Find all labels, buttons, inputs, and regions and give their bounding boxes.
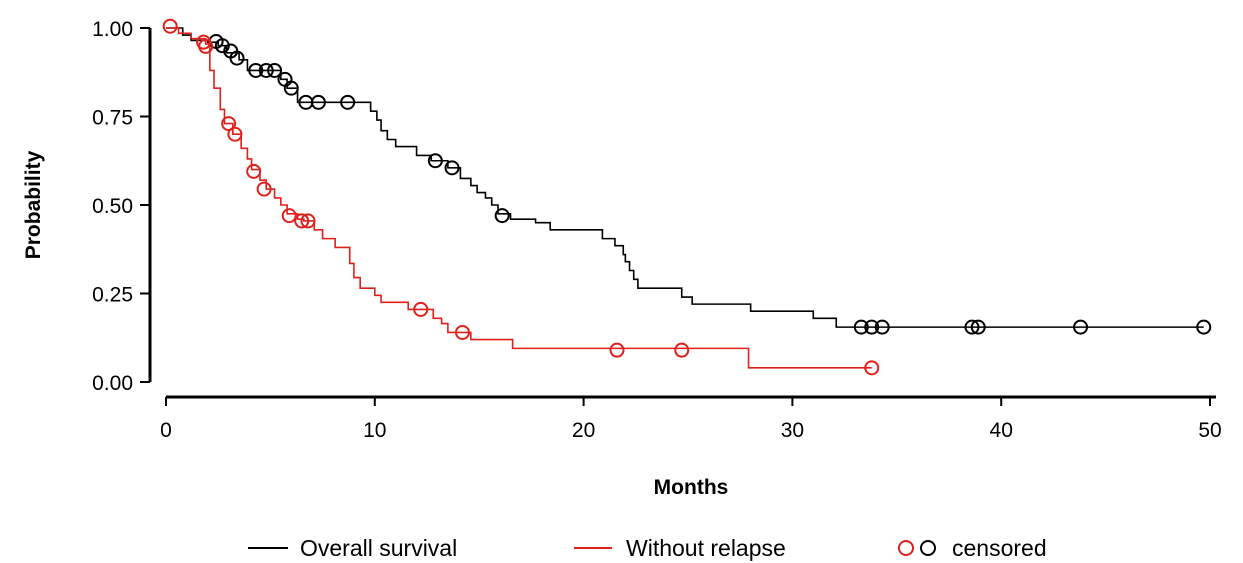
y-tick-label: 0.75 (92, 107, 133, 130)
axes: Months Probability (22, 28, 1216, 499)
censored-marker-without-relapse (864, 360, 880, 376)
x-axis-title: Months (654, 476, 729, 499)
y-tick-label: 0.00 (92, 372, 133, 395)
y-tick-label: 1.00 (92, 18, 133, 41)
censored-marker-overall-survival (248, 62, 264, 78)
legend-censored-marker-red (898, 540, 914, 556)
series-line-overall-survival (166, 27, 1204, 328)
censored-marker-overall-survival (283, 80, 299, 96)
x-tick-label: 10 (363, 419, 386, 442)
censored-marker-without-relapse (413, 301, 429, 317)
censored-marker-overall-survival (1073, 319, 1089, 335)
censored-marker-without-relapse (294, 213, 310, 229)
curves (166, 27, 1204, 369)
censored-marker-overall-survival (267, 62, 283, 78)
series-line-without-relapse (166, 27, 872, 369)
censored-marker-overall-survival (494, 208, 510, 224)
censored-marker-overall-survival (874, 319, 890, 335)
censored-marker-without-relapse (227, 126, 243, 142)
censored-marker-overall-survival (427, 153, 443, 169)
censored-marker-overall-survival (340, 94, 356, 110)
censored-marker-overall-survival (964, 319, 980, 335)
censored-marker-overall-survival (258, 62, 274, 78)
censored-marker-overall-survival (853, 319, 869, 335)
censored-marker-without-relapse (454, 324, 470, 340)
x-tick-label: 0 (160, 419, 172, 442)
legend: Overall survival Without relapse censore… (248, 535, 1047, 561)
legend-censored-marker-black (920, 540, 936, 556)
censored-marker-overall-survival (1196, 319, 1212, 335)
legend-label-censored: censored (952, 535, 1047, 561)
censored-marker-overall-survival (229, 50, 245, 66)
x-tick-label: 40 (990, 419, 1013, 442)
ticks: 0 10 20 30 40 50 0.00 0.25 0.50 0.75 1.00 (92, 18, 1222, 442)
legend-label-overall-survival: Overall survival (300, 535, 457, 561)
x-tick-label: 20 (572, 419, 595, 442)
y-axis-title: Probability (22, 150, 45, 259)
censored-marker-overall-survival (970, 319, 986, 335)
censored-marker-without-relapse (256, 181, 272, 197)
censored-marker-without-relapse (162, 18, 178, 34)
legend-label-without-relapse: Without relapse (626, 535, 786, 561)
markers (162, 18, 1212, 376)
x-tick-label: 50 (1198, 419, 1221, 442)
censored-marker-without-relapse (246, 163, 262, 179)
censored-marker-overall-survival (444, 160, 460, 176)
y-tick-label: 0.50 (92, 195, 133, 218)
censored-marker-without-relapse (281, 208, 297, 224)
y-tick-label: 0.25 (92, 284, 133, 307)
censored-marker-without-relapse (674, 342, 690, 358)
x-tick-label: 30 (781, 419, 804, 442)
censored-marker-without-relapse (198, 38, 214, 54)
censored-marker-overall-survival (864, 319, 880, 335)
censored-marker-overall-survival (310, 94, 326, 110)
censored-marker-without-relapse (300, 213, 316, 229)
censored-marker-without-relapse (609, 342, 625, 358)
